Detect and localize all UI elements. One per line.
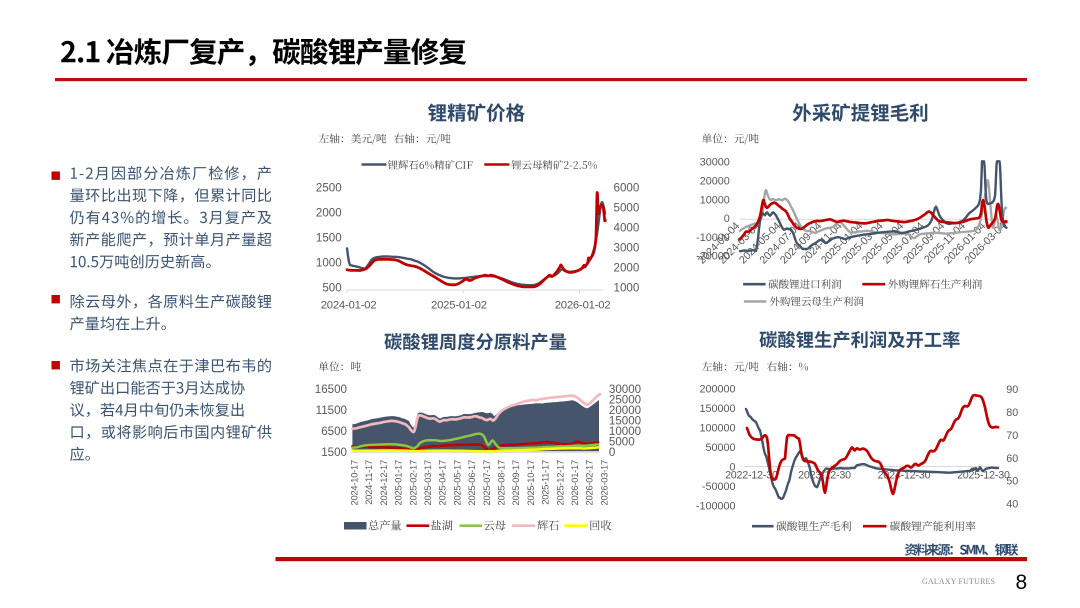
svg-text:5000: 5000 xyxy=(609,436,635,449)
svg-text:2022-12-30: 2022-12-30 xyxy=(725,470,778,482)
svg-text:GALAXY FUTURES: GALAXY FUTURES xyxy=(922,577,995,586)
svg-text:1000: 1000 xyxy=(316,257,342,270)
svg-text:20000: 20000 xyxy=(700,176,730,188)
svg-text:40: 40 xyxy=(1006,499,1018,511)
svg-text:2025-03-17: 2025-03-17 xyxy=(422,460,433,505)
svg-text:1500: 1500 xyxy=(321,446,347,459)
svg-text:60: 60 xyxy=(1006,453,1018,465)
svg-text:2026-02-17: 2026-02-17 xyxy=(584,460,595,505)
svg-text:200000: 200000 xyxy=(699,384,735,396)
svg-text:2025-12-30: 2025-12-30 xyxy=(957,470,1010,482)
svg-text:-100000: -100000 xyxy=(696,500,736,512)
svg-text:2025-11-17: 2025-11-17 xyxy=(540,460,551,505)
svg-text:2000: 2000 xyxy=(614,262,640,275)
svg-text:1000: 1000 xyxy=(614,282,640,295)
svg-text:2025-01-02: 2025-01-02 xyxy=(431,300,487,312)
svg-text:2500: 2500 xyxy=(316,182,342,195)
svg-text:2025-10-17: 2025-10-17 xyxy=(525,460,536,505)
svg-text:6500: 6500 xyxy=(321,425,347,438)
svg-text:80: 80 xyxy=(1006,407,1018,419)
svg-text:0: 0 xyxy=(724,213,730,225)
svg-text:-50000: -50000 xyxy=(702,481,736,493)
svg-text:8: 8 xyxy=(1016,571,1028,594)
svg-text:2026-01-02: 2026-01-02 xyxy=(555,300,611,312)
svg-text:50000: 50000 xyxy=(705,442,735,454)
svg-text:2026-01-17: 2026-01-17 xyxy=(569,460,580,505)
svg-text:0: 0 xyxy=(609,446,615,459)
svg-text:2025-04-17: 2025-04-17 xyxy=(437,460,448,505)
svg-text:2025-07-17: 2025-07-17 xyxy=(481,460,492,505)
svg-text:2025-09-17: 2025-09-17 xyxy=(510,460,521,505)
svg-text:1500: 1500 xyxy=(316,232,342,245)
svg-text:2000: 2000 xyxy=(316,207,342,220)
svg-text:2024-12-17: 2024-12-17 xyxy=(378,460,389,505)
svg-text:3000: 3000 xyxy=(614,242,640,255)
svg-text:4000: 4000 xyxy=(614,222,640,235)
svg-text:500: 500 xyxy=(322,282,341,295)
svg-text:2025-02-17: 2025-02-17 xyxy=(407,460,418,505)
svg-text:10000: 10000 xyxy=(700,194,730,206)
svg-text:6000: 6000 xyxy=(614,182,640,195)
svg-text:30000: 30000 xyxy=(700,157,730,169)
svg-text:16500: 16500 xyxy=(315,383,347,396)
svg-text:11500: 11500 xyxy=(316,404,347,417)
svg-text:50: 50 xyxy=(1006,476,1018,488)
svg-text:2024-10-17: 2024-10-17 xyxy=(349,460,360,505)
svg-text:10000: 10000 xyxy=(609,425,641,438)
svg-text:-10000: -10000 xyxy=(696,232,730,244)
svg-text:2026-03-17: 2026-03-17 xyxy=(598,460,609,505)
svg-text:2025-01-17: 2025-01-17 xyxy=(393,460,404,505)
svg-text:20000: 20000 xyxy=(609,404,641,417)
svg-text:90: 90 xyxy=(1006,384,1018,396)
svg-text:150000: 150000 xyxy=(699,403,735,415)
svg-text:2025-05-17: 2025-05-17 xyxy=(451,460,462,505)
svg-text:2024-01-02: 2024-01-02 xyxy=(321,300,377,312)
svg-text:0: 0 xyxy=(729,461,735,473)
svg-text:2025-12-17: 2025-12-17 xyxy=(554,460,565,505)
svg-text:30000: 30000 xyxy=(609,383,641,396)
svg-text:15000: 15000 xyxy=(609,414,641,427)
svg-text:5000: 5000 xyxy=(614,202,640,215)
svg-text:2025-08-17: 2025-08-17 xyxy=(496,460,507,505)
svg-text:-20000: -20000 xyxy=(696,251,730,263)
svg-text:100000: 100000 xyxy=(699,422,735,434)
svg-text:2024-11-17: 2024-11-17 xyxy=(363,460,374,505)
svg-text:70: 70 xyxy=(1006,430,1018,442)
svg-text:2025-06-17: 2025-06-17 xyxy=(466,460,477,505)
svg-text:25000: 25000 xyxy=(609,393,641,406)
